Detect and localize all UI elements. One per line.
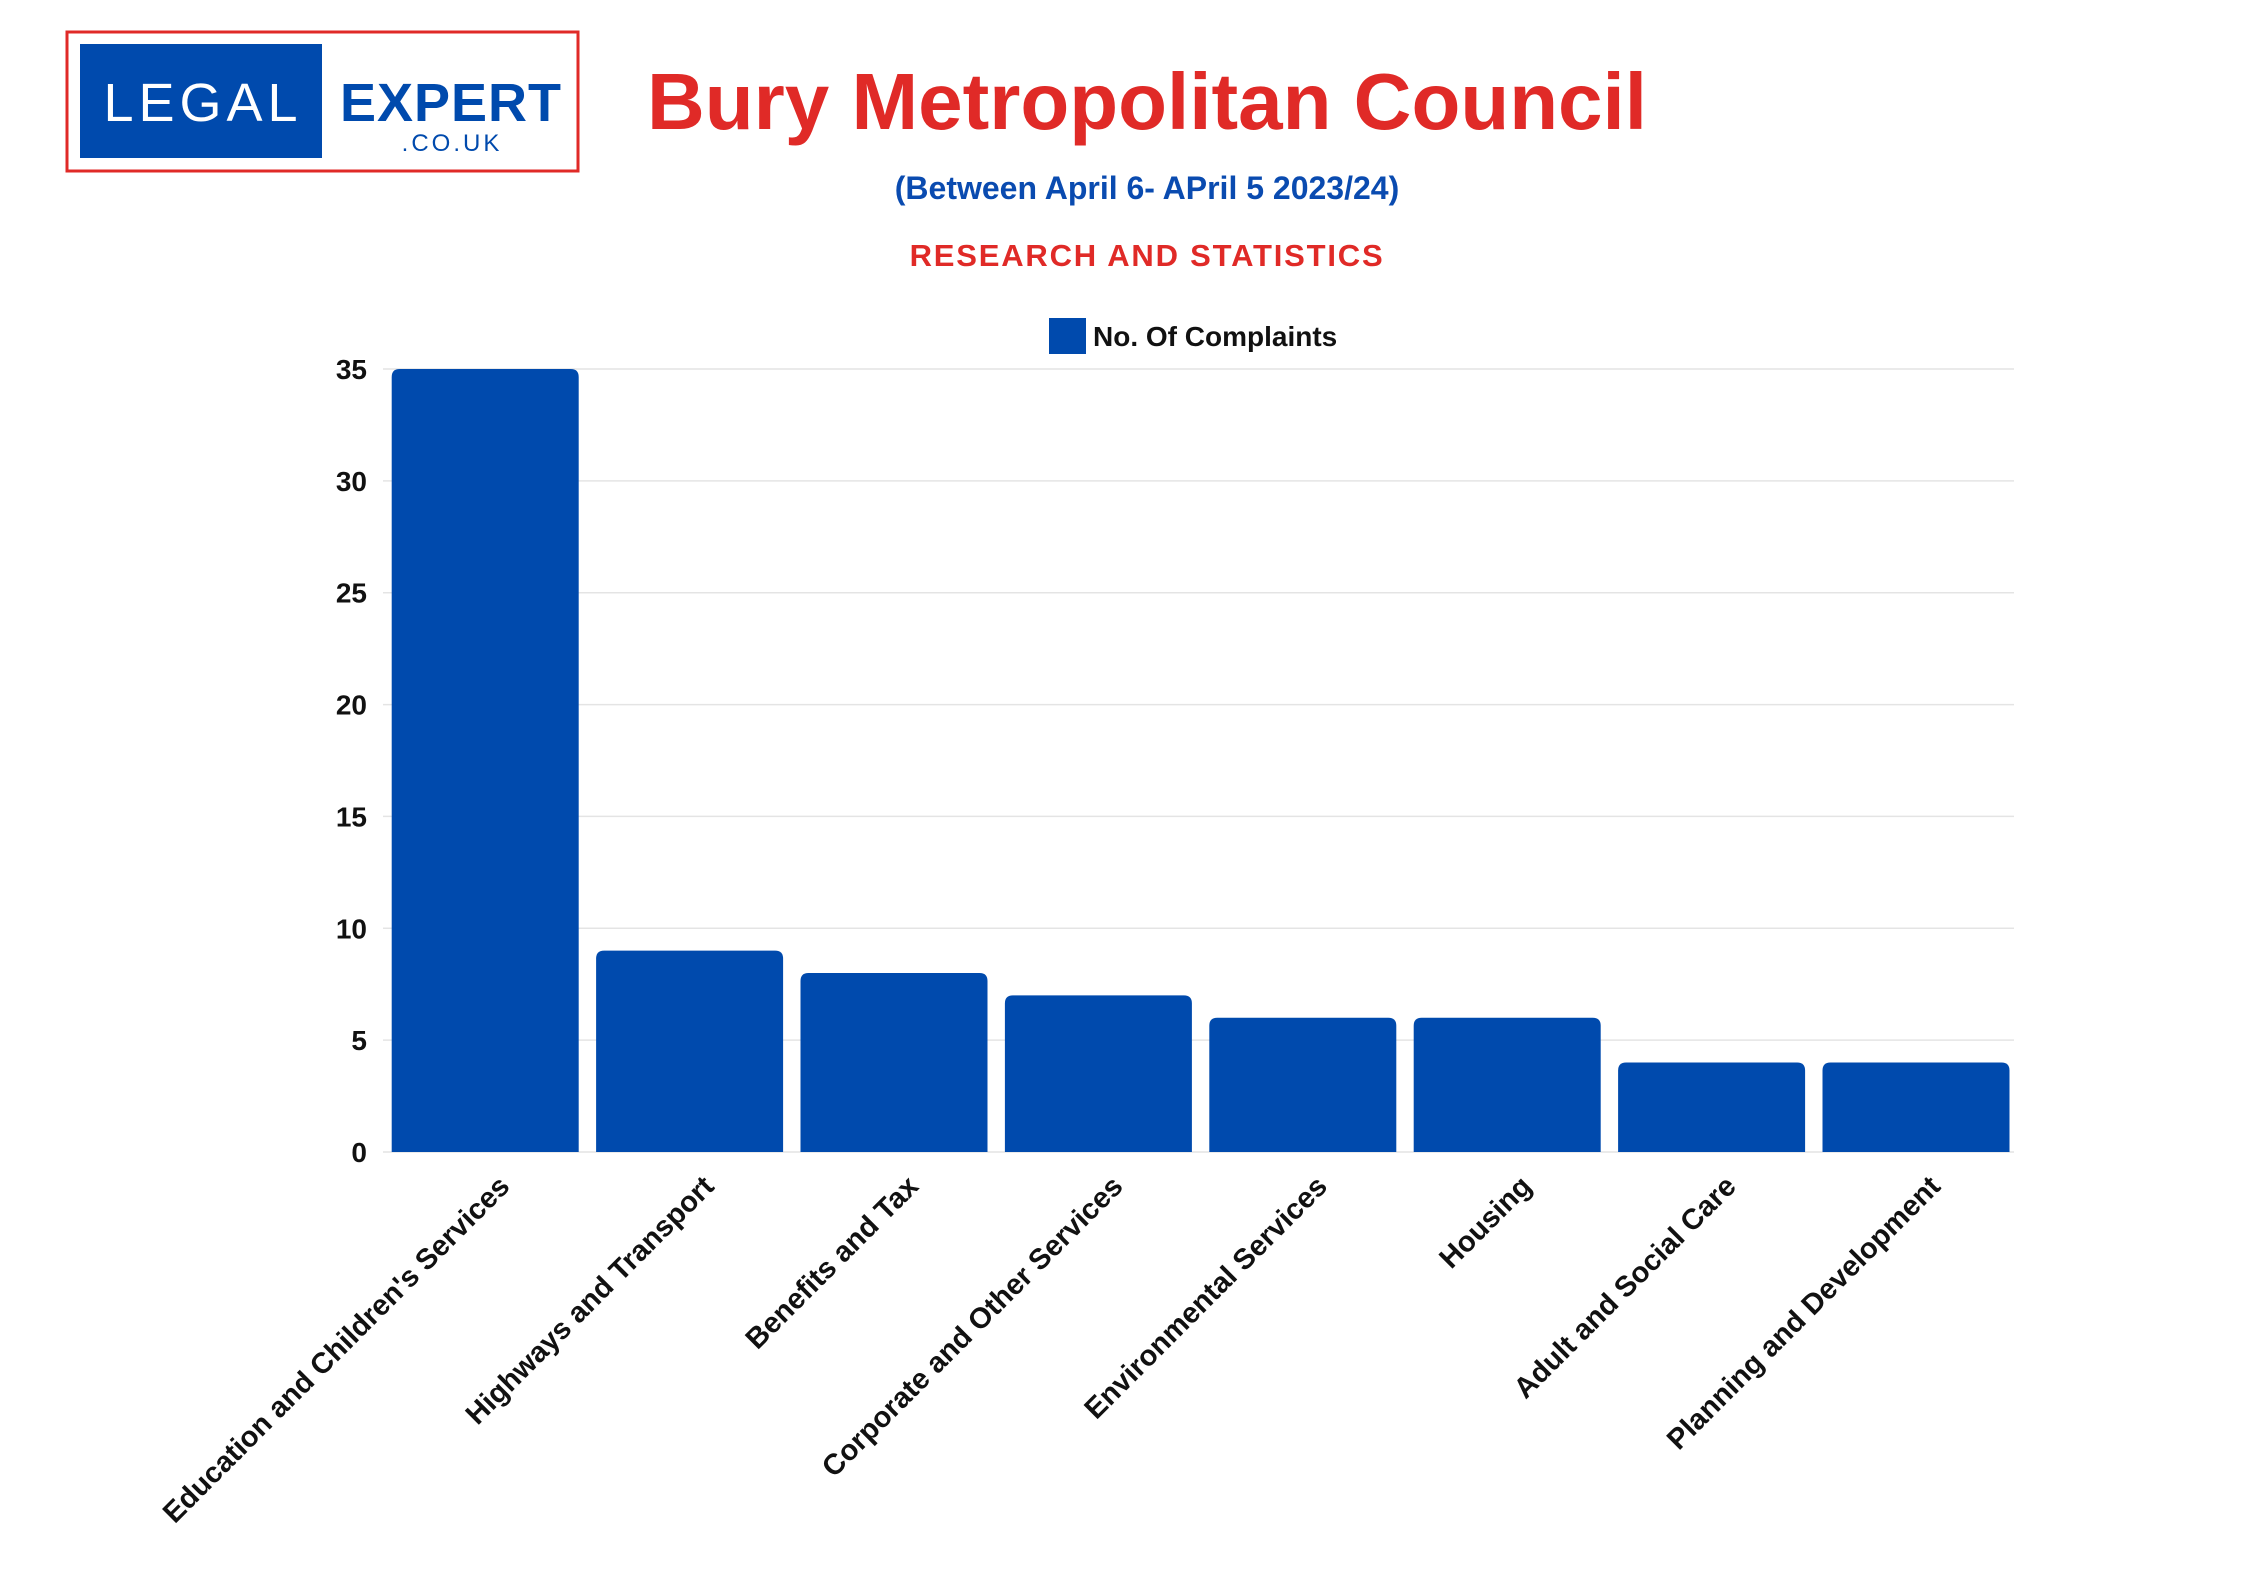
bars [391,369,2010,1152]
bar [1822,1062,2010,1152]
legend: No. Of Complaints [1049,318,1337,354]
bar [391,369,579,1152]
y-tick-label: 0 [351,1137,367,1168]
logo-domain: .CO.UK [402,130,503,157]
logo-box [80,44,322,158]
tagline: RESEARCH AND STATISTICS [910,238,1385,273]
bar [1618,1062,1806,1152]
y-tick-label: 25 [336,578,367,609]
y-tick-label: 35 [336,354,367,385]
logo-frame [65,30,580,173]
page-subtitle: (Between April 6- APril 5 2023/24) [895,170,1399,206]
y-tick-label: 5 [351,1025,367,1056]
page-title: Bury Metropolitan Council [647,57,1647,146]
y-tick-label: 15 [336,801,367,832]
y-tick-label: 30 [336,466,367,497]
y-axis-ticks: 0 5 10 15 20 25 30 35 [336,354,367,1168]
y-tick-label: 20 [336,690,367,721]
x-tick-label: Adult and Social Care [1508,1170,1743,1405]
bar [1209,1017,1397,1152]
legend-swatch [1049,318,1086,354]
bar [1004,995,1192,1152]
legend-label: No. Of Complaints [1093,321,1337,352]
bar [1413,1017,1601,1152]
x-tick-label: Education and Children's Services [157,1170,516,1529]
plot-area: 0 5 10 15 20 25 30 35 Education and Children's S… [157,354,2014,1529]
bar [596,950,784,1152]
x-axis-labels: Education and Children's ServicesHighway… [157,1170,1947,1529]
logo: LEGAL EXPERT .CO.UK [65,30,580,173]
logo-word-expert: EXPERT [340,73,562,133]
logo-word-legal: LEGAL [103,73,302,133]
x-tick-label: Environmental Services [1079,1170,1334,1425]
bar [800,973,988,1152]
x-tick-label: Housing [1433,1170,1538,1275]
y-tick-label: 10 [336,913,367,944]
x-tick-label: Benefits and Tax [740,1170,925,1355]
